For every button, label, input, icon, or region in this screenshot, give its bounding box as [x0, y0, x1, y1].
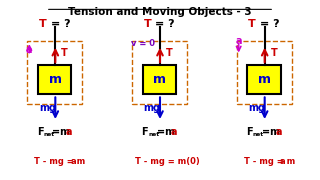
Text: a: a: [26, 45, 33, 55]
Text: net: net: [148, 132, 159, 137]
Text: =m: =m: [157, 127, 175, 137]
Text: T - mg = m(0): T - mg = m(0): [135, 157, 200, 166]
Text: net: net: [44, 132, 55, 137]
Text: net: net: [253, 132, 264, 137]
Text: m: m: [154, 73, 166, 86]
Bar: [247, 65, 281, 94]
Text: a: a: [236, 36, 242, 46]
Text: F: F: [246, 127, 253, 137]
Text: = ?: = ?: [260, 19, 280, 29]
Text: T: T: [61, 48, 68, 58]
Text: mg: mg: [39, 103, 56, 113]
Bar: [237, 41, 292, 104]
Bar: [132, 41, 187, 104]
Text: F: F: [142, 127, 148, 137]
Bar: [142, 65, 176, 94]
Text: T: T: [39, 19, 46, 29]
Text: T: T: [248, 19, 256, 29]
Bar: [38, 65, 71, 94]
Text: T - mg = m: T - mg = m: [34, 157, 86, 166]
Text: T: T: [143, 19, 151, 29]
Text: m: m: [49, 73, 62, 86]
Text: m: m: [258, 73, 271, 86]
Text: T: T: [270, 48, 277, 58]
Text: T: T: [166, 48, 172, 58]
Text: mg: mg: [248, 103, 265, 113]
Text: a: a: [66, 127, 73, 137]
Text: a: a: [280, 157, 285, 166]
Text: a: a: [70, 157, 76, 166]
Text: = ?: = ?: [155, 19, 175, 29]
Text: F: F: [37, 127, 44, 137]
Text: a: a: [276, 127, 282, 137]
Text: a: a: [171, 127, 177, 137]
Text: v = 0: v = 0: [132, 39, 156, 48]
Text: =m: =m: [261, 127, 280, 137]
Text: T - mg = m: T - mg = m: [244, 157, 295, 166]
Text: =m: =m: [52, 127, 70, 137]
Text: mg: mg: [143, 103, 161, 113]
Bar: [28, 41, 82, 104]
Text: = ?: = ?: [51, 19, 70, 29]
Text: Tension and Moving Objects - 3: Tension and Moving Objects - 3: [68, 7, 252, 17]
